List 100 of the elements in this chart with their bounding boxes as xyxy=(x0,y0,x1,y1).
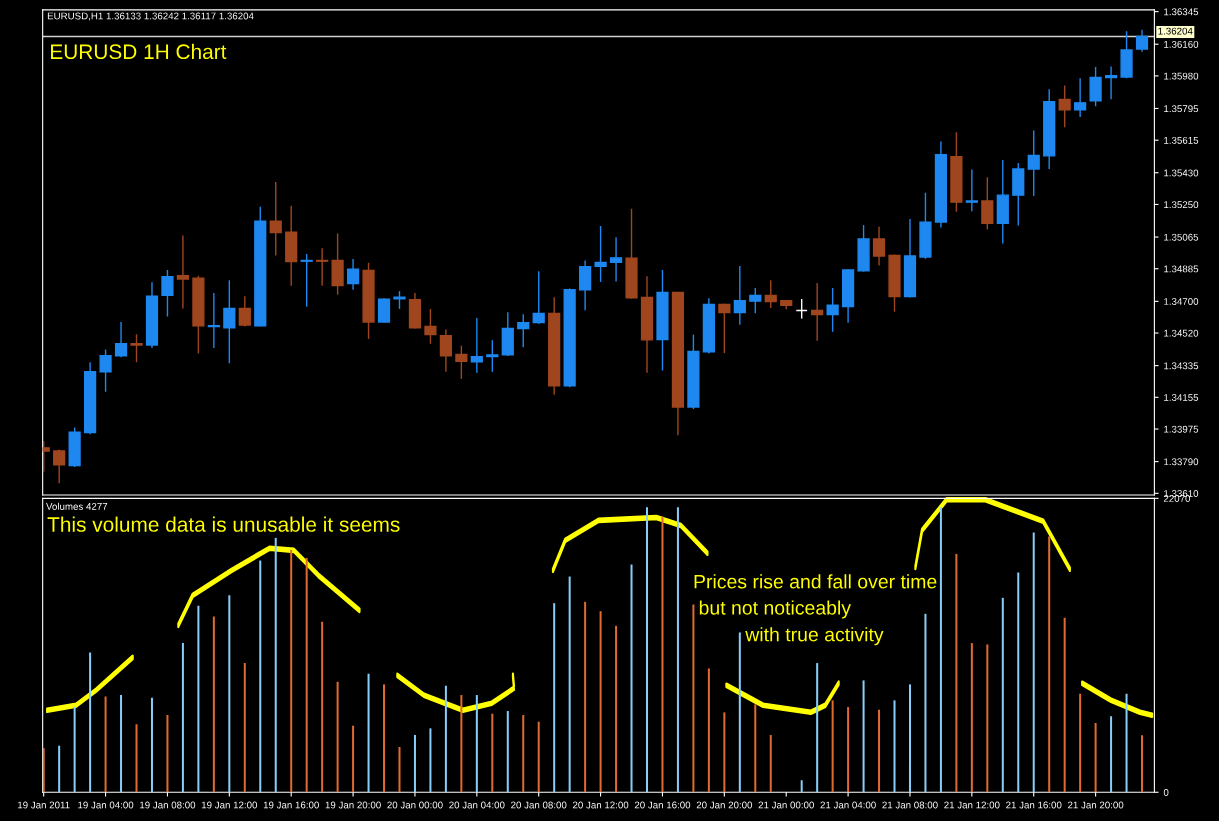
annotation: Prices rise and fall over time xyxy=(694,574,937,589)
candlestick xyxy=(1135,29,1149,53)
candlestick xyxy=(764,279,777,309)
y-tick-label: 1.35065 xyxy=(1164,233,1199,241)
x-tick-label: 20 Jan 16:00 xyxy=(634,801,691,809)
y-tick-label: 1.33975 xyxy=(1164,425,1199,433)
bar xyxy=(491,713,494,793)
y-tick-label: 1.35430 xyxy=(1164,169,1199,177)
candlestick xyxy=(609,236,623,283)
candlestick xyxy=(733,265,746,326)
candlestick xyxy=(811,282,824,342)
bar xyxy=(475,695,478,793)
candlestick xyxy=(316,247,329,287)
x-tick-label: 20 Jan 08:00 xyxy=(511,801,567,809)
candlestick xyxy=(594,225,607,283)
bar xyxy=(692,604,695,793)
x-tick-label: 21 Jan 16:00 xyxy=(1006,801,1062,809)
y-tick-label: 1.36160 xyxy=(1164,40,1199,48)
bar xyxy=(73,707,76,793)
y-tick-label: 1.34335 xyxy=(1164,362,1199,370)
bar xyxy=(599,611,602,793)
bar xyxy=(645,507,649,793)
x-tick-label: 19 Jan 20:00 xyxy=(325,801,381,809)
candlestick xyxy=(130,333,143,363)
bar xyxy=(970,643,973,793)
bar xyxy=(42,748,45,793)
bar xyxy=(290,549,293,793)
bar xyxy=(754,704,757,793)
bar xyxy=(1141,735,1144,793)
bar xyxy=(537,721,540,793)
bar xyxy=(460,695,463,793)
candlestick xyxy=(161,269,174,318)
bar xyxy=(1125,693,1128,793)
annotation: EURUSD,H1 1.36133 1.36242 1.36117 1.36204 xyxy=(47,12,254,21)
candlestick xyxy=(795,298,808,320)
bar xyxy=(166,715,169,793)
annotation: Volumes 4277 xyxy=(46,502,108,510)
bar xyxy=(150,697,153,793)
candlestick xyxy=(346,258,360,291)
bar xyxy=(1110,716,1113,793)
bar xyxy=(197,605,200,793)
bar xyxy=(862,680,865,793)
candlestick xyxy=(532,270,545,325)
bar xyxy=(181,643,184,793)
x-tick-label: 19 Jan 12:00 xyxy=(201,801,258,809)
bar xyxy=(352,725,355,793)
bar xyxy=(661,516,664,793)
bar xyxy=(1063,617,1066,793)
y-tick-label: 1.36345 xyxy=(1164,8,1199,16)
bar xyxy=(367,673,370,793)
bar xyxy=(1032,532,1035,793)
x-tick-label: 19 Jan 16:00 xyxy=(263,801,319,809)
bar xyxy=(908,684,911,793)
candlestick xyxy=(176,234,190,310)
y-tick-label: 1.34520 xyxy=(1164,329,1199,337)
bar xyxy=(568,576,571,793)
bar xyxy=(1001,597,1004,793)
bar xyxy=(305,557,308,793)
annotation: but not noticeably xyxy=(699,600,851,619)
ref-line-label: 1.36204 xyxy=(1158,27,1193,35)
candlestick xyxy=(981,176,994,231)
bar xyxy=(878,709,881,793)
bar xyxy=(584,601,587,793)
candlestick xyxy=(238,295,251,328)
bar xyxy=(89,652,92,793)
bar xyxy=(630,564,633,793)
candlestick xyxy=(377,297,391,324)
y-tick-label: 1.35250 xyxy=(1164,201,1199,209)
bar xyxy=(1017,572,1020,793)
bar xyxy=(522,715,525,793)
y-tick-label: 1.35795 xyxy=(1164,105,1199,113)
candlestick xyxy=(718,302,731,354)
candlestick xyxy=(300,253,313,308)
bar xyxy=(738,632,741,793)
annotation: with true activity xyxy=(745,627,884,646)
bar xyxy=(1079,693,1082,793)
candlestick xyxy=(749,287,762,315)
bar xyxy=(243,663,246,793)
bar xyxy=(847,707,850,793)
x-tick-label: 20 Jan 12:00 xyxy=(572,801,629,809)
candlestick xyxy=(517,313,530,348)
candlestick xyxy=(965,168,978,212)
candlestick xyxy=(1089,66,1102,108)
bar xyxy=(398,746,401,793)
x-tick-label: 21 Jan 20:00 xyxy=(1067,801,1124,809)
text: EURUSD 1H Chart xyxy=(51,43,227,60)
y-tick-label: 1.34155 xyxy=(1164,394,1199,401)
bar xyxy=(506,711,509,793)
candlestick xyxy=(1027,129,1040,197)
y-tick-label: 0 xyxy=(1163,789,1169,796)
x-tick-label: 20 Jan 20:00 xyxy=(696,801,753,809)
candlestick xyxy=(269,181,282,257)
candlestick xyxy=(1074,77,1087,118)
bar xyxy=(939,507,942,793)
bar xyxy=(955,553,958,793)
x-tick-label: 21 Jan 00:00 xyxy=(758,801,814,809)
candlestick xyxy=(455,345,468,380)
candlestick xyxy=(872,225,886,267)
x-tick-label: 20 Jan 04:00 xyxy=(449,801,505,809)
candlestick xyxy=(439,328,453,373)
